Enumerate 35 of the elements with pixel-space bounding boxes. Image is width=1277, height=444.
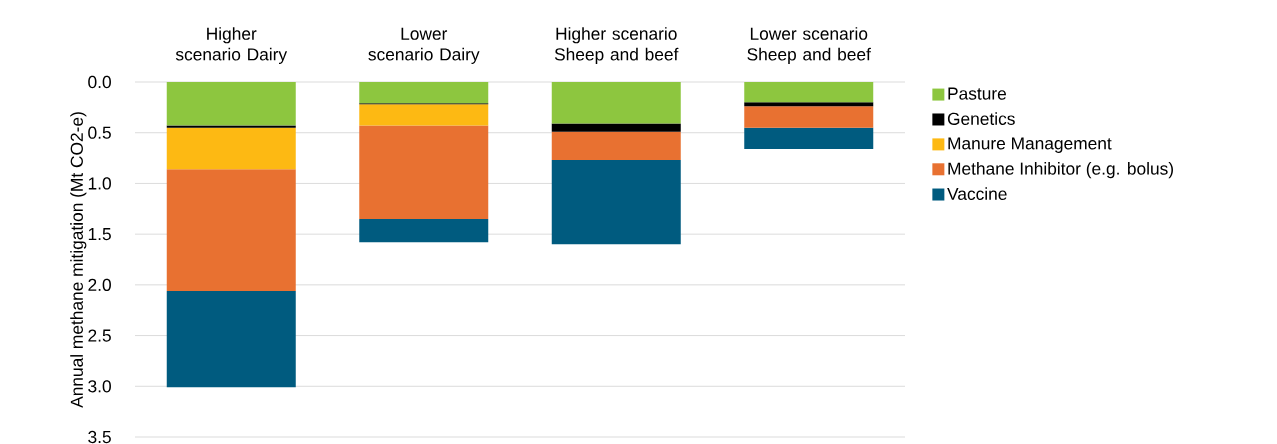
bar bbox=[744, 127, 874, 149]
legend-label: Manure Management bbox=[948, 137, 1112, 153]
y-tick-label: 0.0 bbox=[88, 75, 111, 89]
bar bbox=[166, 82, 296, 126]
bar bbox=[166, 125, 296, 128]
y-tick-label: 3.5 bbox=[88, 430, 111, 444]
bar bbox=[551, 131, 681, 161]
bar bbox=[166, 169, 296, 291]
bar bbox=[359, 125, 489, 219]
y-tick-label: 0.5 bbox=[88, 126, 111, 139]
bar bbox=[359, 82, 489, 104]
x-tick-label: Lower scenario Sheep and beef bbox=[747, 27, 871, 64]
x-tick-label: Higher scenario Sheep and beef bbox=[554, 27, 679, 64]
bar bbox=[744, 106, 874, 128]
legend-label: Pasture bbox=[948, 87, 1006, 100]
bar bbox=[744, 82, 874, 103]
bar bbox=[744, 102, 874, 107]
bar bbox=[551, 82, 681, 124]
legend-label: Vaccine bbox=[947, 187, 1007, 200]
y-axis-title: Annual methane mitigation (Mt CO2-e) bbox=[70, 112, 87, 408]
bar bbox=[551, 123, 681, 132]
y-tick-label: 2.5 bbox=[88, 329, 111, 342]
bar bbox=[359, 218, 489, 243]
legend-label: Methane Inhibitor (e.g. bolus) bbox=[948, 162, 1173, 179]
bar bbox=[166, 290, 296, 388]
x-tick-label: Higher scenario Dairy bbox=[175, 27, 288, 64]
x-tick-label: Lower scenario Dairy bbox=[368, 27, 480, 64]
y-tick-label: 1.0 bbox=[88, 177, 111, 190]
y-tick-label: 2.0 bbox=[88, 278, 111, 291]
legend-label: Genetics bbox=[947, 112, 1015, 125]
bar bbox=[551, 160, 681, 245]
bar bbox=[359, 104, 489, 126]
y-tick-label: 3.0 bbox=[88, 380, 111, 393]
y-tick-label: 1.5 bbox=[88, 228, 111, 241]
bar bbox=[166, 127, 296, 170]
